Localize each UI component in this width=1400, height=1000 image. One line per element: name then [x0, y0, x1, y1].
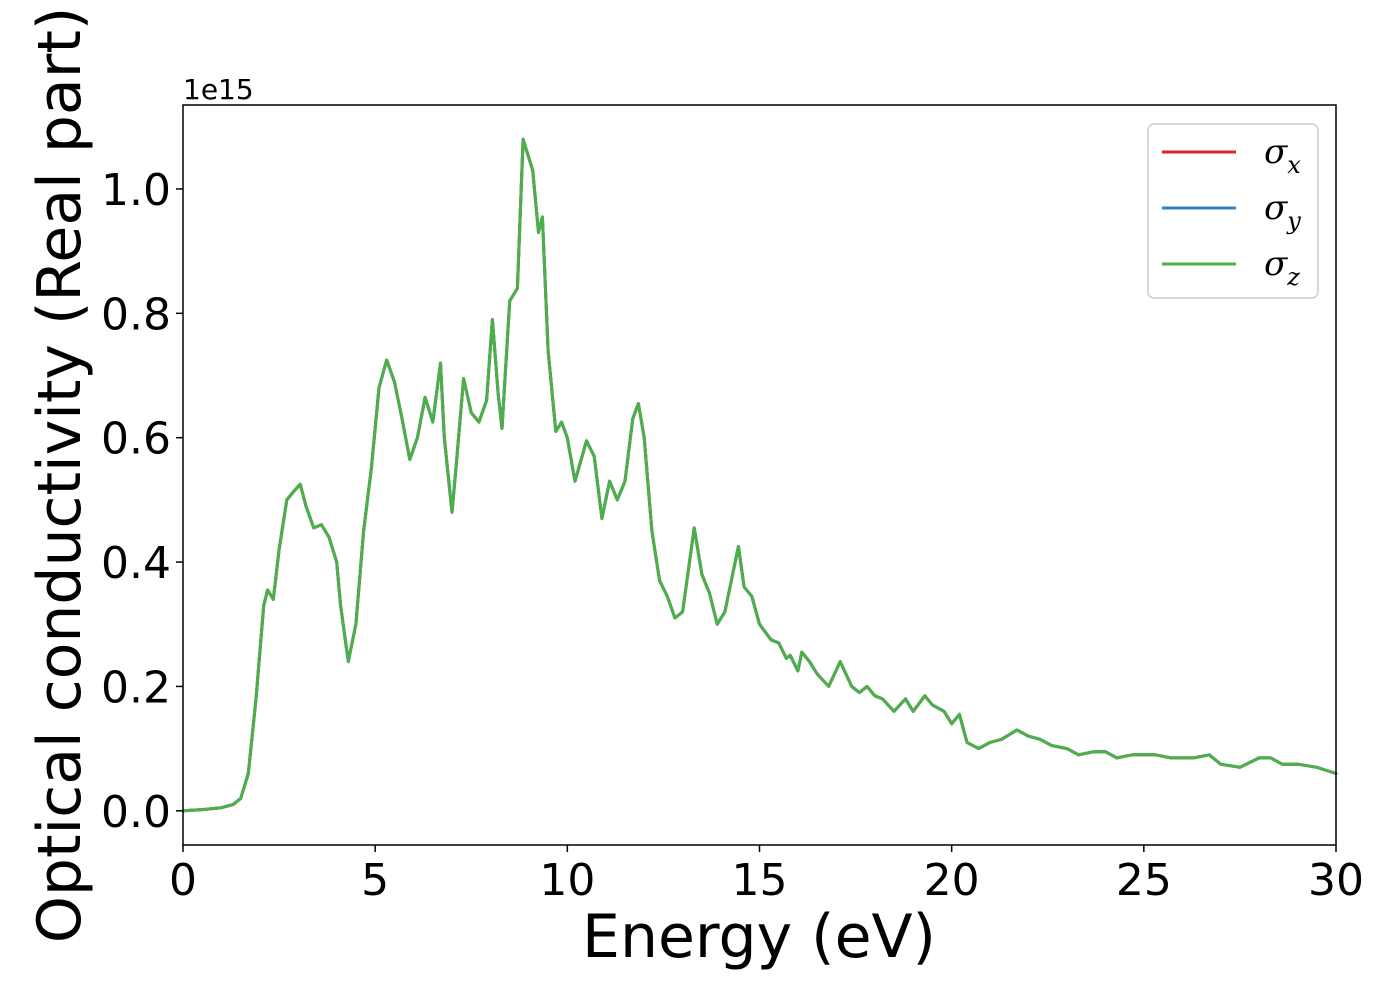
- x-tick-label: 20: [924, 855, 980, 906]
- x-tick-label: 15: [732, 855, 788, 906]
- x-axis-label: Energy (eV): [582, 902, 936, 972]
- y-offset-label: 1e15: [183, 73, 254, 106]
- series-curves: [181, 137, 1338, 813]
- x-axis-ticks: 0 5 10 15 20 25 30: [169, 845, 1364, 906]
- x-tick-label: 10: [539, 855, 595, 906]
- legend-box: [1147, 123, 1319, 299]
- y-tick-label: 1.0: [101, 165, 171, 216]
- y-tick-label: 0.6: [101, 414, 171, 465]
- y-axis-label: Optical conductivity (Real part): [25, 7, 95, 944]
- y-axis-ticks: 0.0 0.2 0.4 0.6 0.8 1.0: [101, 165, 183, 838]
- y-tick-label: 0.4: [101, 538, 171, 589]
- y-tick-label: 0.0: [101, 787, 171, 838]
- y-tick-label: 0.2: [101, 662, 171, 713]
- x-tick-label: 25: [1116, 855, 1172, 906]
- x-tick-label: 0: [169, 855, 197, 906]
- x-tick-label: 30: [1308, 855, 1364, 906]
- y-tick-label: 0.8: [101, 289, 171, 340]
- series-line-z: [181, 137, 1338, 813]
- x-tick-label: 5: [361, 855, 389, 906]
